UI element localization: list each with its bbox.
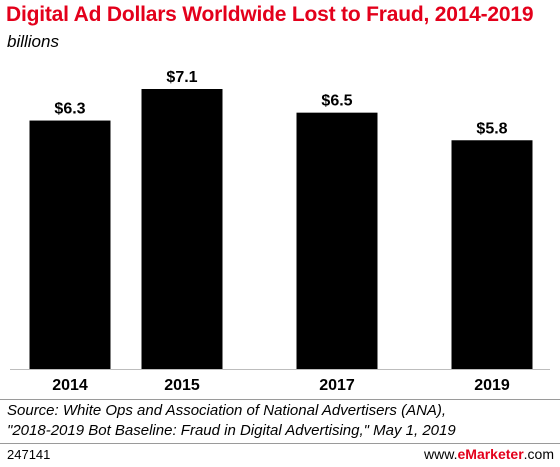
bar-2015 xyxy=(141,89,223,369)
source-line-1: Source: White Ops and Association of Nat… xyxy=(7,402,447,419)
data-label-2019: $5.8 xyxy=(476,120,507,137)
chart-subtitle: billions xyxy=(7,32,59,51)
brand-url[interactable]: www.eMarketer.com xyxy=(424,446,554,462)
brand-name: eMarketer xyxy=(457,446,524,462)
data-label-2014: $6.3 xyxy=(54,101,85,118)
data-label-2015: $7.1 xyxy=(166,69,197,86)
bar-2017 xyxy=(296,112,378,369)
bar-2019 xyxy=(451,140,533,369)
x-tick-label-2017: 2017 xyxy=(319,377,355,394)
bar-chart: $6.3 2014 $7.1 2015 $6.5 2017 $5.8 2019 xyxy=(10,69,550,394)
x-tick-label-2015: 2015 xyxy=(164,377,200,394)
bar-2014 xyxy=(29,120,111,370)
source-note: Source: White Ops and Association of Nat… xyxy=(7,401,456,441)
data-label-2017: $6.5 xyxy=(321,93,352,110)
x-tick-label-2019: 2019 xyxy=(474,377,510,394)
source-line-2: "2018-2019 Bot Baseline: Fraud in Digita… xyxy=(7,422,456,439)
x-tick-label-2014: 2014 xyxy=(52,377,88,394)
brand-prefix: www. xyxy=(424,446,458,462)
brand-suffix: .com xyxy=(523,446,554,462)
footer-divider xyxy=(0,443,560,444)
chart-id: 247141 xyxy=(7,447,51,462)
chart-title: Digital Ad Dollars Worldwide Lost to Fra… xyxy=(6,3,534,26)
source-divider xyxy=(0,399,560,400)
